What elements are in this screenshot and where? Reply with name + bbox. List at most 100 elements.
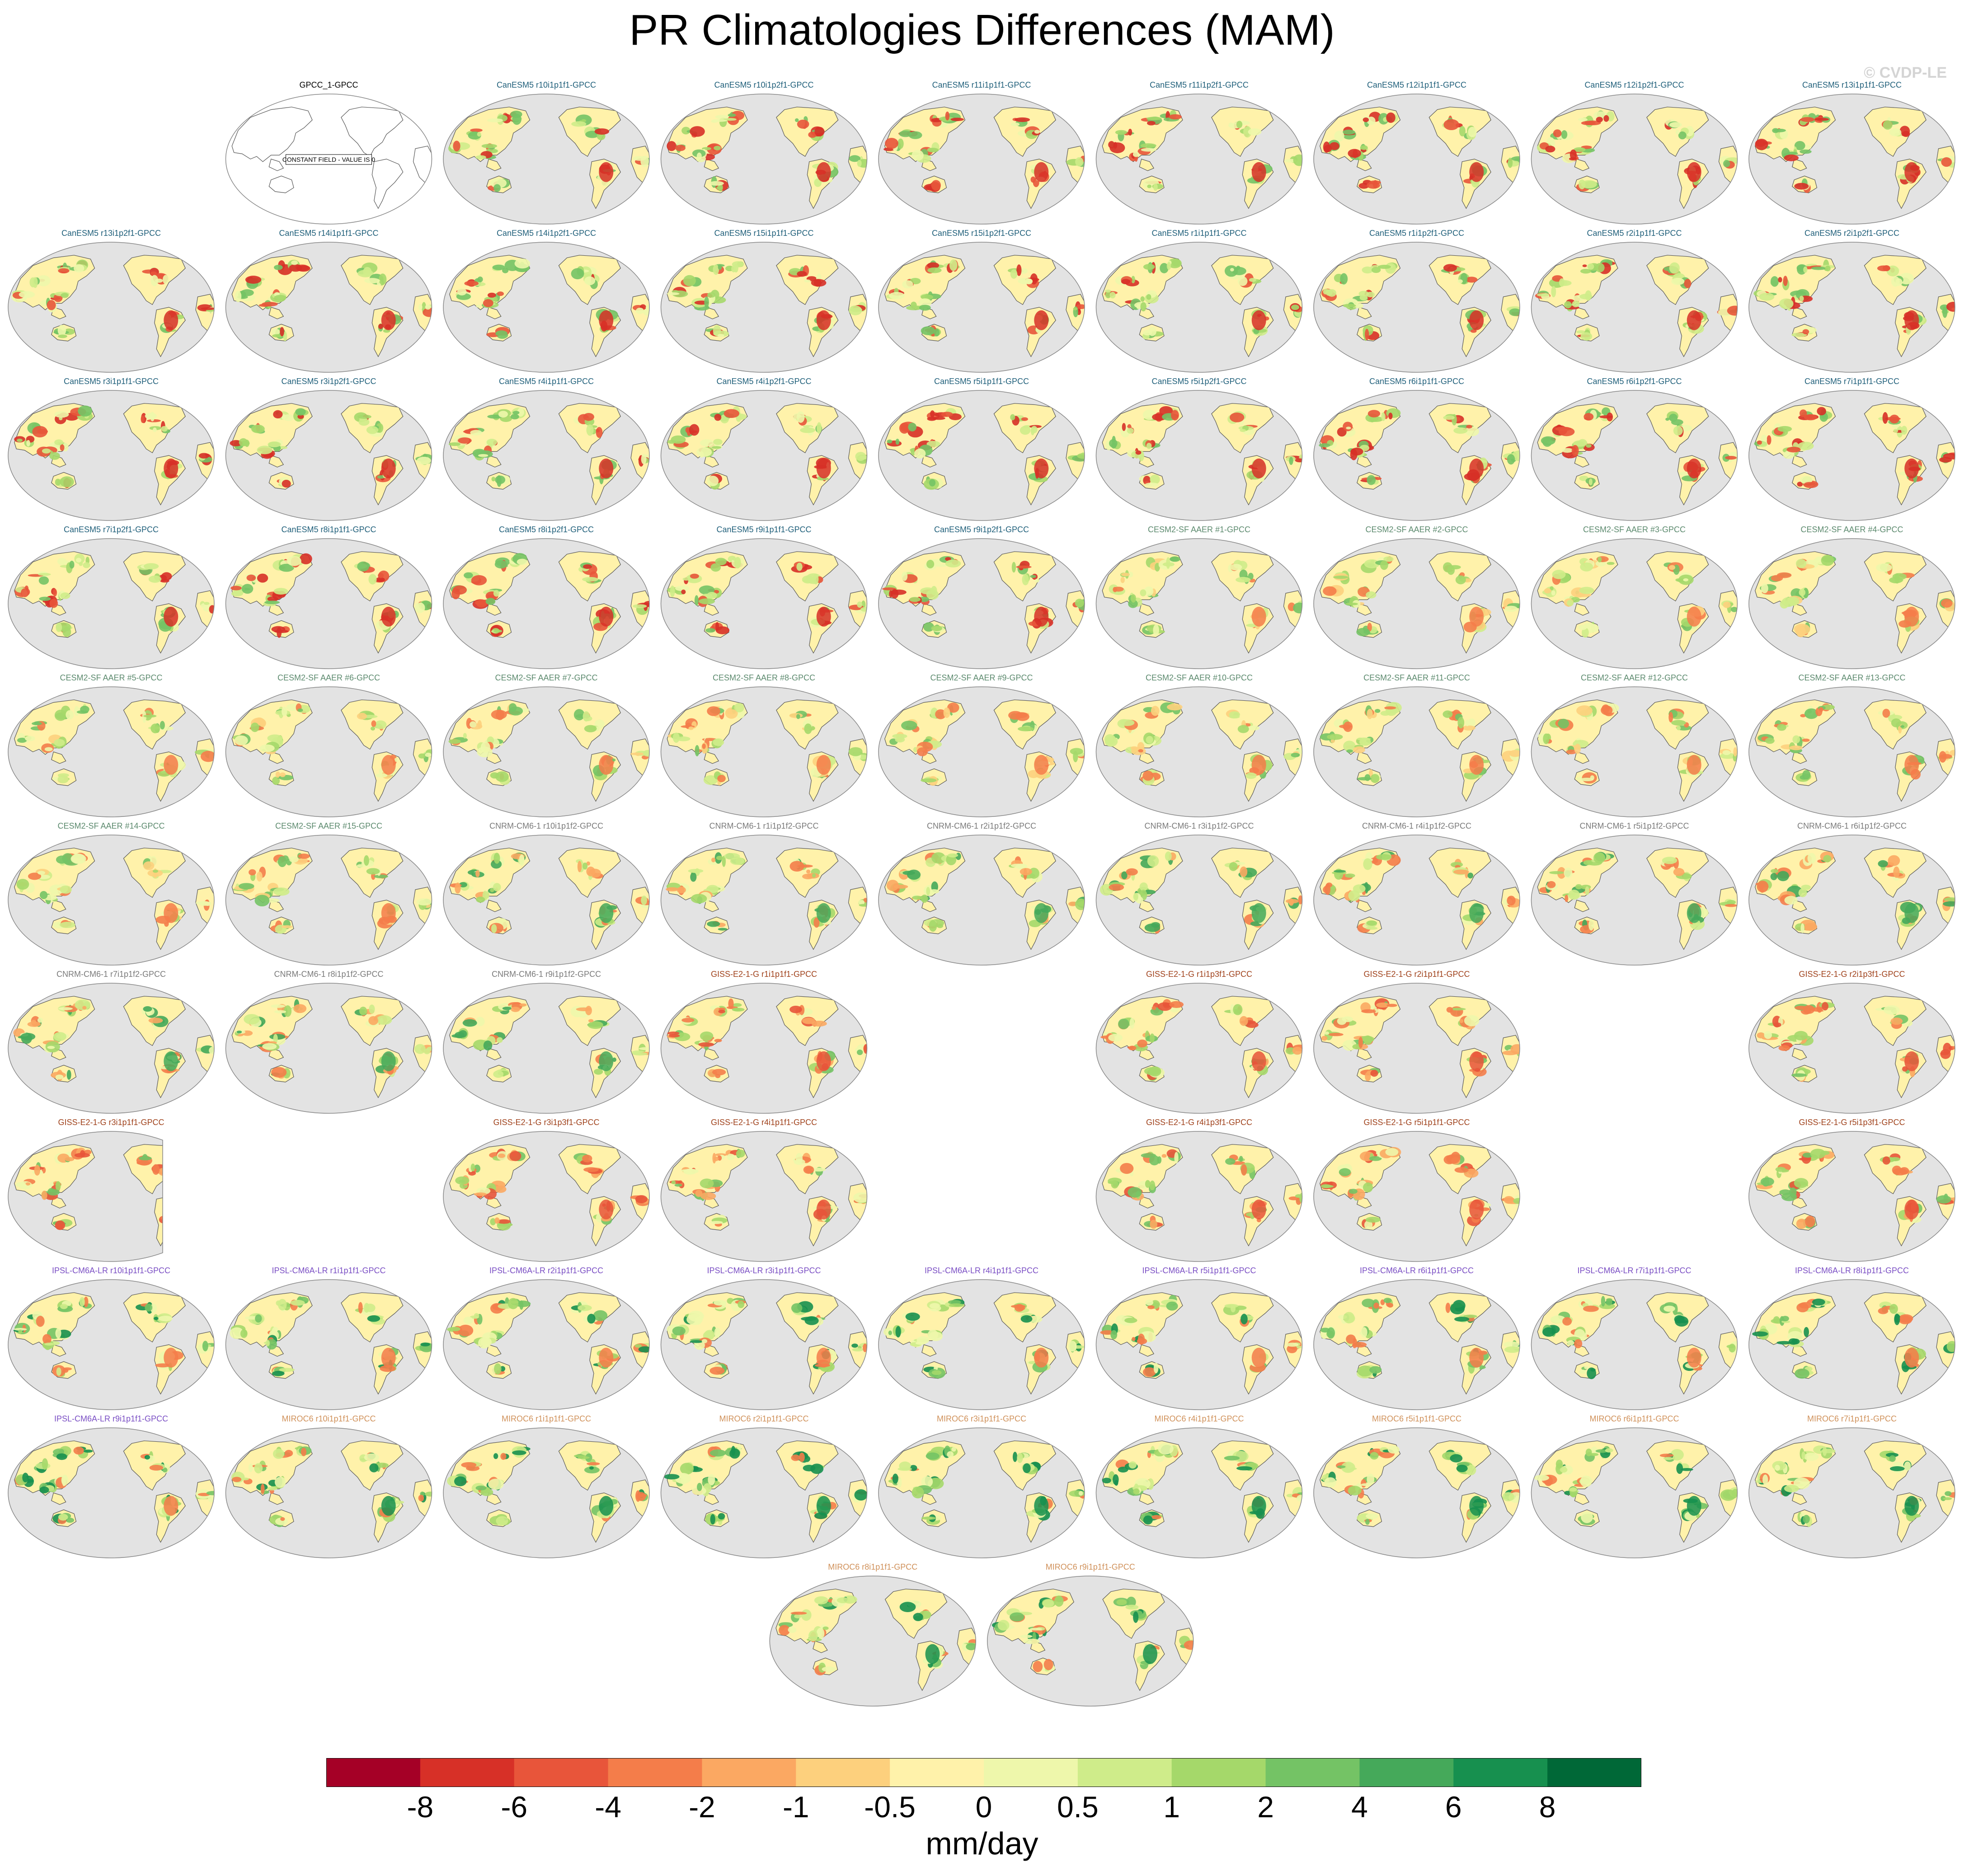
precip-anomaly-blob	[908, 131, 922, 139]
precip-anomaly-blob	[717, 333, 724, 337]
precip-anomaly-blob	[1337, 1017, 1347, 1025]
precip-anomaly-blob	[55, 478, 61, 486]
precip-anomaly-blob	[1366, 291, 1375, 298]
precip-anomaly-blob	[1671, 277, 1685, 285]
map-landmass	[231, 699, 313, 755]
precip-anomaly-blob	[59, 922, 75, 928]
map-ocean	[879, 835, 1085, 965]
map-landmass	[1139, 1196, 1155, 1209]
precip-anomaly-blob	[480, 1337, 492, 1347]
precip-anomaly-blob	[1800, 476, 1813, 484]
map-landmass	[1574, 455, 1590, 468]
precip-anomaly-blob	[1359, 738, 1371, 746]
precip-anomaly-blob	[1359, 295, 1368, 301]
map-landmass	[1357, 307, 1372, 319]
map-outline	[1748, 94, 1955, 225]
precip-anomaly-blob	[1450, 1008, 1466, 1011]
precip-anomaly-blob	[1348, 1189, 1358, 1194]
precip-anomaly-blob	[1128, 572, 1133, 577]
map-landmass	[838, 989, 857, 1004]
precip-anomaly-blob	[357, 713, 367, 720]
precip-anomaly-blob	[31, 1020, 37, 1024]
map-landmass	[1139, 159, 1155, 171]
precip-anomaly-blob	[863, 1343, 867, 1352]
precip-anomaly-blob	[1139, 882, 1148, 891]
map-landmass	[1102, 699, 1183, 755]
precip-anomaly-blob	[1229, 563, 1242, 571]
precip-anomaly-blob	[279, 563, 294, 572]
panel-title: CESM2-SF AAER #11-GPCC	[1363, 673, 1470, 682]
precip-anomaly-blob	[509, 1151, 522, 1161]
precip-anomaly-blob	[1295, 458, 1302, 463]
panel-title: GISS-E2-1-G r2i1p1f1-GPCC	[1363, 970, 1470, 979]
map-outline	[1531, 94, 1738, 225]
precip-anomaly-blob	[1800, 149, 1812, 154]
precip-anomaly-blob	[367, 1315, 381, 1322]
precip-anomaly-blob	[643, 308, 649, 316]
map-landmass	[51, 1196, 66, 1209]
precip-anomaly-blob	[1799, 295, 1804, 302]
precip-anomaly-blob	[683, 275, 696, 286]
precip-anomaly-blob	[571, 121, 587, 127]
precip-anomaly-blob	[1802, 738, 1810, 742]
precip-anomaly-blob	[1904, 903, 1919, 923]
precip-anomaly-blob	[586, 866, 595, 877]
precip-anomaly-blob	[1248, 725, 1260, 731]
precip-anomaly-blob	[902, 572, 908, 581]
precip-anomaly-blob	[1946, 301, 1955, 312]
precip-anomaly-blob	[816, 458, 831, 478]
map-landmass	[185, 989, 205, 1004]
map-outline	[1313, 1131, 1520, 1262]
precip-anomaly-blob	[921, 894, 928, 903]
precip-anomaly-blob	[1236, 265, 1240, 270]
precip-anomaly-blob	[816, 310, 831, 330]
precip-anomaly-blob	[79, 1297, 85, 1307]
map-ocean	[8, 1280, 214, 1410]
precip-anomaly-blob	[44, 747, 53, 751]
precip-anomaly-blob	[494, 1185, 507, 1193]
precip-anomaly-blob	[1885, 417, 1901, 421]
precip-anomaly-blob	[690, 1340, 704, 1343]
panel-title: CESM2-SF AAER #8-GPCC	[713, 673, 815, 682]
map-landmass	[704, 603, 719, 616]
precip-anomaly-blob	[816, 755, 831, 775]
precip-anomaly-blob	[33, 277, 38, 288]
precip-anomaly-blob	[61, 293, 69, 298]
precip-anomaly-blob	[1558, 427, 1575, 436]
map-outline	[8, 686, 215, 817]
precip-anomaly-blob	[1509, 750, 1520, 757]
panel-title: IPSL-CM6A-LR r3i1p1f1-GPCC	[707, 1266, 821, 1275]
precip-anomaly-blob	[1558, 718, 1569, 729]
precip-anomaly-blob	[273, 887, 290, 896]
precip-anomaly-blob	[1319, 443, 1330, 448]
precip-anomaly-blob	[1171, 410, 1179, 421]
precip-anomaly-blob	[1140, 589, 1146, 596]
precip-anomaly-blob	[142, 711, 146, 723]
precip-anomaly-blob	[275, 771, 281, 778]
precip-anomaly-blob	[1784, 155, 1799, 161]
panel-title: CanESM5 r13i1p1f1-GPCC	[1802, 80, 1902, 89]
precip-anomaly-blob	[713, 439, 723, 445]
precip-anomaly-blob	[599, 755, 614, 775]
map-landmass	[838, 841, 857, 856]
precip-anomaly-blob	[207, 1198, 218, 1202]
map-outline	[1313, 538, 1520, 669]
precip-anomaly-blob	[1150, 1219, 1158, 1229]
precip-anomaly-blob	[813, 917, 820, 928]
precip-anomaly-blob	[1245, 772, 1257, 779]
precip-anomaly-blob	[487, 292, 496, 298]
precip-anomaly-blob	[950, 117, 964, 122]
map-panel: CNRM-CM6-1 r7i1p1f2-GPCC	[8, 970, 215, 1114]
precip-anomaly-blob	[1146, 294, 1151, 300]
precip-anomaly-blob	[1781, 597, 1796, 607]
precip-anomaly-blob	[1034, 310, 1049, 330]
map-outline	[878, 94, 1085, 225]
map-outline	[1748, 686, 1955, 817]
precip-anomaly-blob	[795, 1153, 803, 1164]
precip-anomaly-blob	[1599, 415, 1613, 418]
precip-anomaly-blob	[699, 451, 704, 458]
precip-anomaly-blob	[283, 331, 287, 342]
precip-anomaly-blob	[1120, 577, 1125, 583]
precip-anomaly-blob	[464, 281, 479, 286]
map-landmass	[1055, 396, 1075, 412]
